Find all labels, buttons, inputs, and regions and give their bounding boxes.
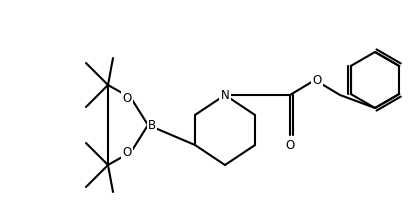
Text: O: O <box>122 145 131 158</box>
Text: B: B <box>148 119 156 132</box>
Text: O: O <box>122 92 131 104</box>
Text: N: N <box>220 88 229 101</box>
Text: O: O <box>285 139 294 152</box>
Text: O: O <box>312 73 322 86</box>
